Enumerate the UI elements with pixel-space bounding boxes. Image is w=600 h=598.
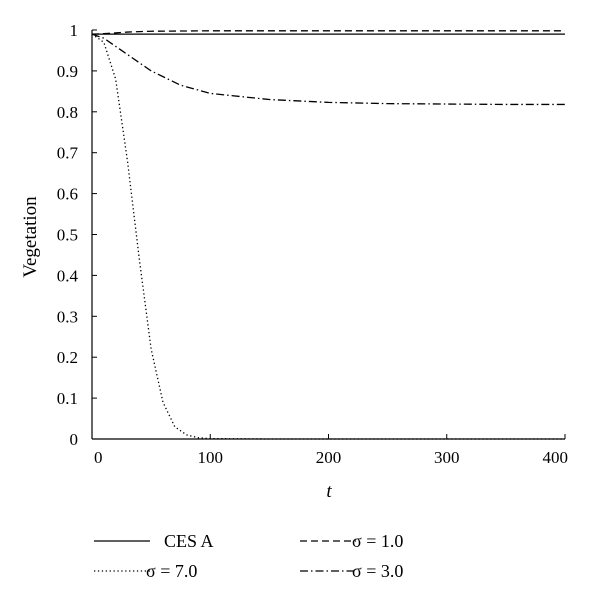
- x-axis-title: t: [326, 481, 332, 502]
- series-layer: [91, 30, 565, 440]
- y-tick-label: 0.7: [57, 144, 79, 163]
- series-line-dotted: [91, 33, 565, 440]
- legend: CES A σ = 1.0 σ = 7.0 σ = 3.0: [94, 531, 403, 581]
- y-tick-label: 0.5: [57, 226, 78, 245]
- x-tick-label: 300: [434, 448, 460, 467]
- x-tick-label: 100: [198, 448, 224, 467]
- legend-label-sigma-3: σ = 3.0: [352, 561, 403, 581]
- y-tick-label: 1: [70, 21, 79, 40]
- x-tick-label: 0: [94, 448, 103, 467]
- series-line-dashdot: [91, 33, 565, 106]
- legend-label-sigma-1: σ = 1.0: [352, 531, 403, 551]
- y-tick-label: 0.6: [57, 185, 78, 204]
- y-tick-label: 0.9: [57, 62, 78, 81]
- y-tick-label: 0: [70, 430, 79, 449]
- legend-label-ces-a: CES A: [164, 531, 214, 551]
- axes: Vegetation t 0 0.1 0.2 0.3 0.4 0.5 0.6 0.7 0.8 0.…: [20, 21, 568, 502]
- y-tick-label: 0.2: [57, 348, 78, 367]
- legend-label-sigma-7: σ = 7.0: [146, 561, 197, 581]
- y-tick-label: 0.4: [57, 266, 79, 285]
- series-line-dashed: [91, 30, 565, 35]
- plot-area: [91, 30, 565, 440]
- x-tick-label: 400: [543, 448, 569, 467]
- y-tick-label: 0.1: [57, 389, 78, 408]
- y-tick-label: 0.3: [57, 307, 78, 326]
- x-tick-label: 200: [316, 448, 342, 467]
- y-tick-label: 0.8: [57, 103, 78, 122]
- y-axis-title: Vegetation: [20, 196, 41, 278]
